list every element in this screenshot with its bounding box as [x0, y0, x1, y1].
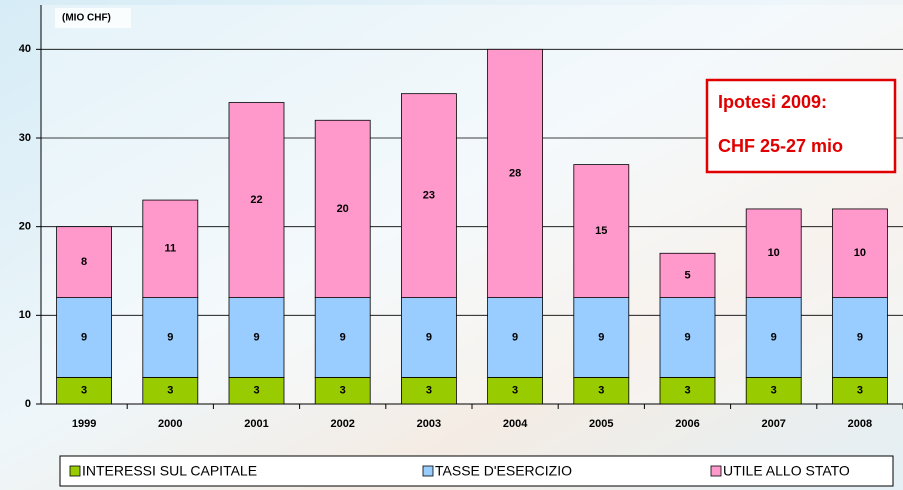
x-tick-label: 2007 — [761, 418, 785, 430]
data-label: 9 — [857, 331, 863, 343]
x-tick-label: 2005 — [589, 418, 613, 430]
data-label: 9 — [684, 331, 690, 343]
data-label: 3 — [857, 385, 863, 397]
data-label: 9 — [771, 331, 777, 343]
data-label: 20 — [337, 203, 349, 215]
legend-label: INTERESSI SUL CAPITALE — [82, 463, 257, 479]
data-label: 9 — [340, 331, 346, 343]
data-label: 3 — [512, 385, 518, 397]
legend-label: UTILE ALLO STATO — [723, 463, 850, 479]
legend-swatch — [70, 466, 80, 476]
x-tick-label: 2000 — [158, 418, 182, 430]
data-label: 28 — [509, 167, 521, 179]
x-tick-label: 2003 — [417, 418, 441, 430]
data-label: 3 — [426, 385, 432, 397]
annotation: Ipotesi 2009: — [718, 92, 827, 112]
data-label: 23 — [423, 190, 435, 202]
data-label: 8 — [81, 256, 87, 268]
x-tick-label: 2002 — [330, 418, 354, 430]
x-tick-label: 2001 — [244, 418, 268, 430]
y-tick-label: 30 — [19, 132, 31, 144]
x-tick-label: 2006 — [675, 418, 699, 430]
y-tick-label: 10 — [19, 309, 31, 321]
data-label: 3 — [598, 385, 604, 397]
x-tick-label: 1999 — [72, 418, 96, 430]
data-label: 3 — [253, 385, 259, 397]
y-tick-label: 0 — [25, 398, 31, 410]
data-label: 3 — [340, 385, 346, 397]
data-label: 9 — [81, 331, 87, 343]
annotation: CHF 25-27 mio — [718, 136, 843, 156]
data-label: 3 — [771, 385, 777, 397]
data-label: 15 — [595, 225, 607, 237]
data-label: 9 — [167, 331, 173, 343]
x-tick-label: 2008 — [848, 418, 872, 430]
data-label: 3 — [167, 385, 173, 397]
data-label: 3 — [81, 385, 87, 397]
y-tick-label: 40 — [19, 43, 31, 55]
data-label: 9 — [426, 331, 432, 343]
data-label: 22 — [250, 194, 262, 206]
data-label: 10 — [768, 247, 780, 259]
chart: (MIO CHF) 0 10 20 30 40 1999 3 9 8 2000 3 9 11 2001 3 9… — [0, 0, 903, 490]
data-label: 9 — [253, 331, 259, 343]
y-axis-label: (MIO CHF) — [62, 13, 111, 24]
data-label: 3 — [684, 385, 690, 397]
x-tick-label: 2004 — [503, 418, 528, 430]
data-label: 11 — [164, 243, 176, 255]
data-label: 10 — [854, 247, 866, 259]
data-label: 9 — [512, 331, 518, 343]
data-label: 9 — [598, 331, 604, 343]
legend-label: TASSE D'ESERCIZIO — [435, 463, 572, 479]
legend-swatch — [423, 466, 433, 476]
y-tick-label: 20 — [19, 221, 31, 233]
data-label: 5 — [684, 269, 690, 281]
legend-swatch — [711, 466, 721, 476]
